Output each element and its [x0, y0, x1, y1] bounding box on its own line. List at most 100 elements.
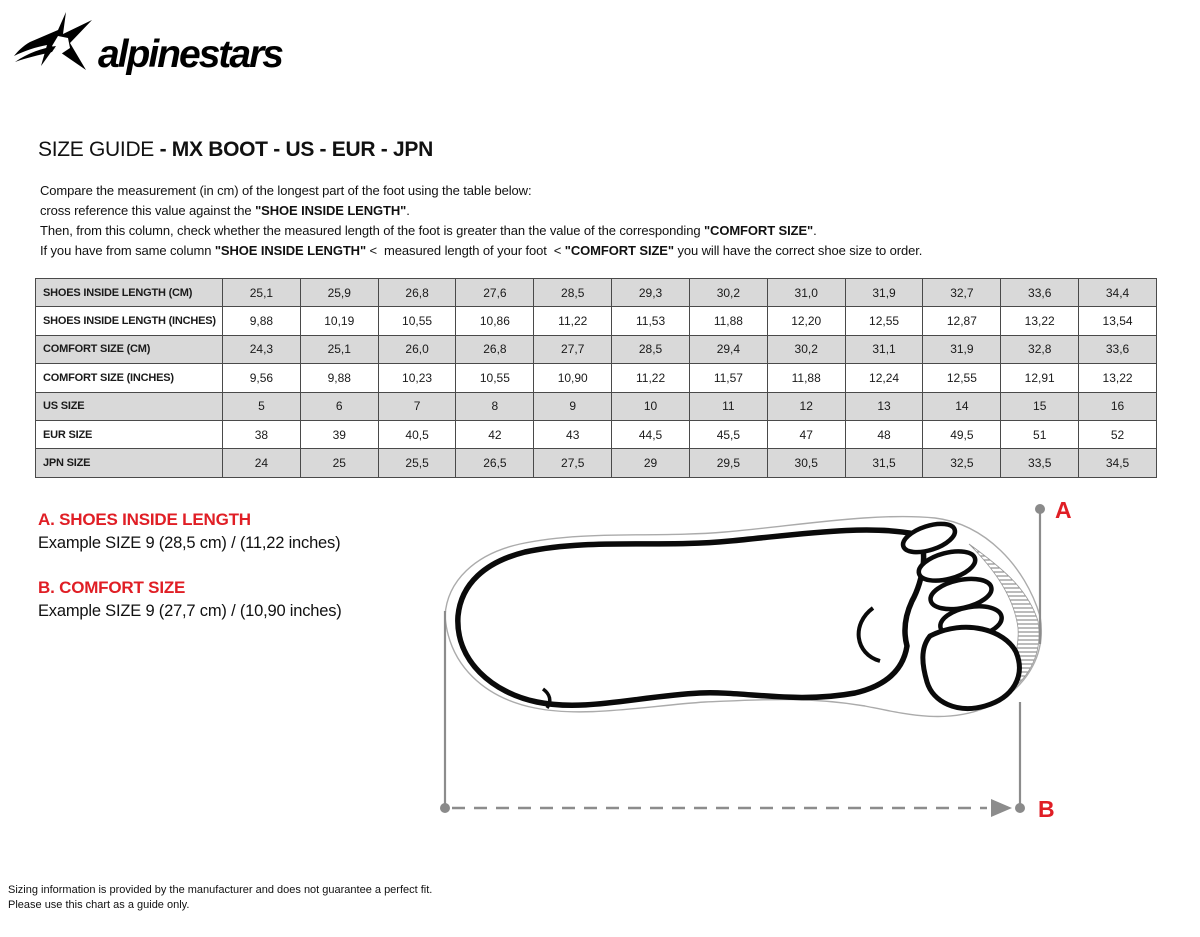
size-cell: 25,9 — [299, 277, 379, 308]
size-cell: 34,4 — [1078, 277, 1157, 308]
size-cell: 33,5 — [1000, 448, 1080, 478]
size-cell: 26,0 — [377, 334, 457, 365]
size-cell: 25,1 — [222, 277, 301, 308]
shoe-inside-outline — [444, 515, 1042, 718]
size-cell: 10 — [611, 391, 690, 421]
intro-text-bold: "SHOE INSIDE LENGTH" — [255, 203, 407, 218]
size-cell: 16 — [1078, 391, 1157, 421]
intro-text: cross reference this value against the — [40, 203, 256, 218]
size-cell: 11,57 — [688, 363, 768, 393]
size-cell: 44,5 — [611, 419, 690, 450]
size-cell: 13,22 — [1000, 306, 1080, 336]
size-cell: 13,22 — [1078, 363, 1157, 393]
intro-line: Compare the measurement (in cm) of the l… — [40, 181, 1160, 201]
size-cell: 42 — [455, 419, 535, 450]
legend-item-a: A. SHOES INSIDE LENGTH Example SIZE 9 (2… — [38, 510, 342, 553]
size-cell: 12,91 — [1000, 363, 1080, 393]
row-label: US SIZE — [35, 391, 223, 421]
size-cell: 27,7 — [533, 334, 613, 365]
size-cell: 10,55 — [377, 306, 457, 336]
intro-text-bold: "COMFORT SIZE" — [703, 223, 814, 238]
table-row: SHOES INSIDE LENGTH (CM) 25,1 25,9 26,8 27,6… — [35, 277, 1157, 308]
size-cell: 11,22 — [533, 306, 613, 336]
size-cell: 48 — [844, 419, 924, 450]
size-cell: 27,5 — [533, 448, 613, 478]
size-cell: 39 — [299, 419, 379, 450]
size-cell: 31,1 — [844, 334, 924, 365]
size-cell: 32,7 — [922, 277, 1002, 308]
row-label: JPN SIZE — [35, 448, 223, 478]
size-cell: 12,20 — [766, 306, 846, 336]
page-title: SIZE GUIDE - MX BOOT - US - EUR - JPN — [38, 138, 433, 162]
row-label: EUR SIZE — [35, 419, 223, 450]
size-cell: 8 — [455, 391, 535, 421]
size-cell: 11,88 — [766, 363, 846, 393]
disclaimer: Sizing information is provided by the ma… — [8, 883, 432, 913]
size-cell: 28,5 — [611, 334, 690, 365]
intro-text: Then, from this column, check whether th… — [40, 223, 704, 238]
intro-text: you will have the correct shoe size to o… — [673, 243, 923, 258]
size-cell: 10,19 — [299, 306, 379, 336]
size-cell: 12,87 — [922, 306, 1002, 336]
size-cell: 29,4 — [688, 334, 768, 365]
legend-b-example: Example SIZE 9 (27,7 cm) / (10,90 inches… — [38, 602, 342, 620]
foot-outline — [455, 527, 927, 708]
size-cell: 29,3 — [611, 277, 690, 308]
size-cell: 32,5 — [922, 448, 1002, 478]
size-cell: 33,6 — [1078, 334, 1157, 365]
intro-text: Compare the measurement (in cm) of the l… — [40, 183, 532, 198]
size-cell: 30,5 — [766, 448, 846, 478]
size-cell: 9,88 — [222, 306, 301, 336]
disclaimer-line: Sizing information is provided by the ma… — [8, 884, 433, 896]
size-cell: 45,5 — [688, 419, 768, 450]
size-cell: 25,1 — [299, 334, 379, 365]
title-regular: SIZE GUIDE — [38, 138, 160, 161]
table-row: COMFORT SIZE (CM) 24,3 25,1 26,0 26,8 27,7 28,… — [35, 334, 1157, 365]
table-row: US SIZE 5 6 7 8 9 10 11 12 13 14 15 16 — [35, 391, 1157, 421]
size-cell: 40,5 — [377, 419, 457, 450]
logo-wordmark: alpinestars — [98, 33, 283, 76]
legend-a-example: Example SIZE 9 (28,5 cm) / (11,22 inches… — [38, 534, 341, 552]
intro-text-bold: "SHOE INSIDE LENGTH" — [214, 243, 367, 258]
size-cell: 12,55 — [922, 363, 1002, 393]
big-toe — [920, 624, 1022, 711]
size-cell: 9,56 — [222, 363, 301, 393]
size-cell: 30,2 — [766, 334, 846, 365]
size-cell: 52 — [1078, 419, 1157, 450]
size-cell: 30,2 — [688, 277, 768, 308]
size-cell: 43 — [533, 419, 613, 450]
size-cell: 24,3 — [222, 334, 301, 365]
measure-dot-b — [1015, 803, 1025, 813]
size-cell: 10,90 — [533, 363, 613, 393]
size-cell: 51 — [1000, 419, 1080, 450]
title-bold: - MX BOOT - US - EUR - JPN — [159, 138, 434, 161]
size-cell: 10,23 — [377, 363, 457, 393]
size-cell: 29,5 — [688, 448, 768, 478]
size-cell: 5 — [222, 391, 301, 421]
size-cell: 10,55 — [455, 363, 535, 393]
table-row: SHOES INSIDE LENGTH (INCHES) 9,88 10,19 10,… — [35, 306, 1157, 336]
size-cell: 11,22 — [611, 363, 690, 393]
legend-item-b: B. COMFORT SIZE Example SIZE 9 (27,7 cm)… — [38, 578, 342, 621]
size-cell: 12,24 — [844, 363, 924, 393]
size-cell: 25 — [299, 448, 379, 478]
size-cell: 13 — [844, 391, 924, 421]
row-label: SHOES INSIDE LENGTH (CM) — [35, 277, 223, 308]
legend-a-title: A. SHOES INSIDE LENGTH — [38, 510, 251, 529]
table-row: JPN SIZE 24 25 25,5 26,5 27,5 29 29,5 30,5 31,5 32… — [35, 448, 1157, 478]
size-cell: 7 — [377, 391, 457, 421]
table-row: COMFORT SIZE (INCHES) 9,56 9,88 10,23 10,55 1… — [35, 363, 1157, 393]
size-cell: 29 — [611, 448, 690, 478]
size-cell: 49,5 — [922, 419, 1002, 450]
size-cell: 12 — [766, 391, 846, 421]
intro-line: If you have from same column "SHOE INSID… — [40, 241, 1160, 261]
row-label: SHOES INSIDE LENGTH (INCHES) — [35, 306, 223, 336]
ball-arc — [856, 606, 881, 663]
size-cell: 11,53 — [611, 306, 690, 336]
size-cell: 11,88 — [688, 306, 768, 336]
size-cell: 31,9 — [844, 277, 924, 308]
size-cell: 6 — [299, 391, 379, 421]
toe-icon — [900, 521, 958, 555]
size-cell: 9 — [533, 391, 613, 421]
size-cell: 34,5 — [1078, 448, 1157, 478]
